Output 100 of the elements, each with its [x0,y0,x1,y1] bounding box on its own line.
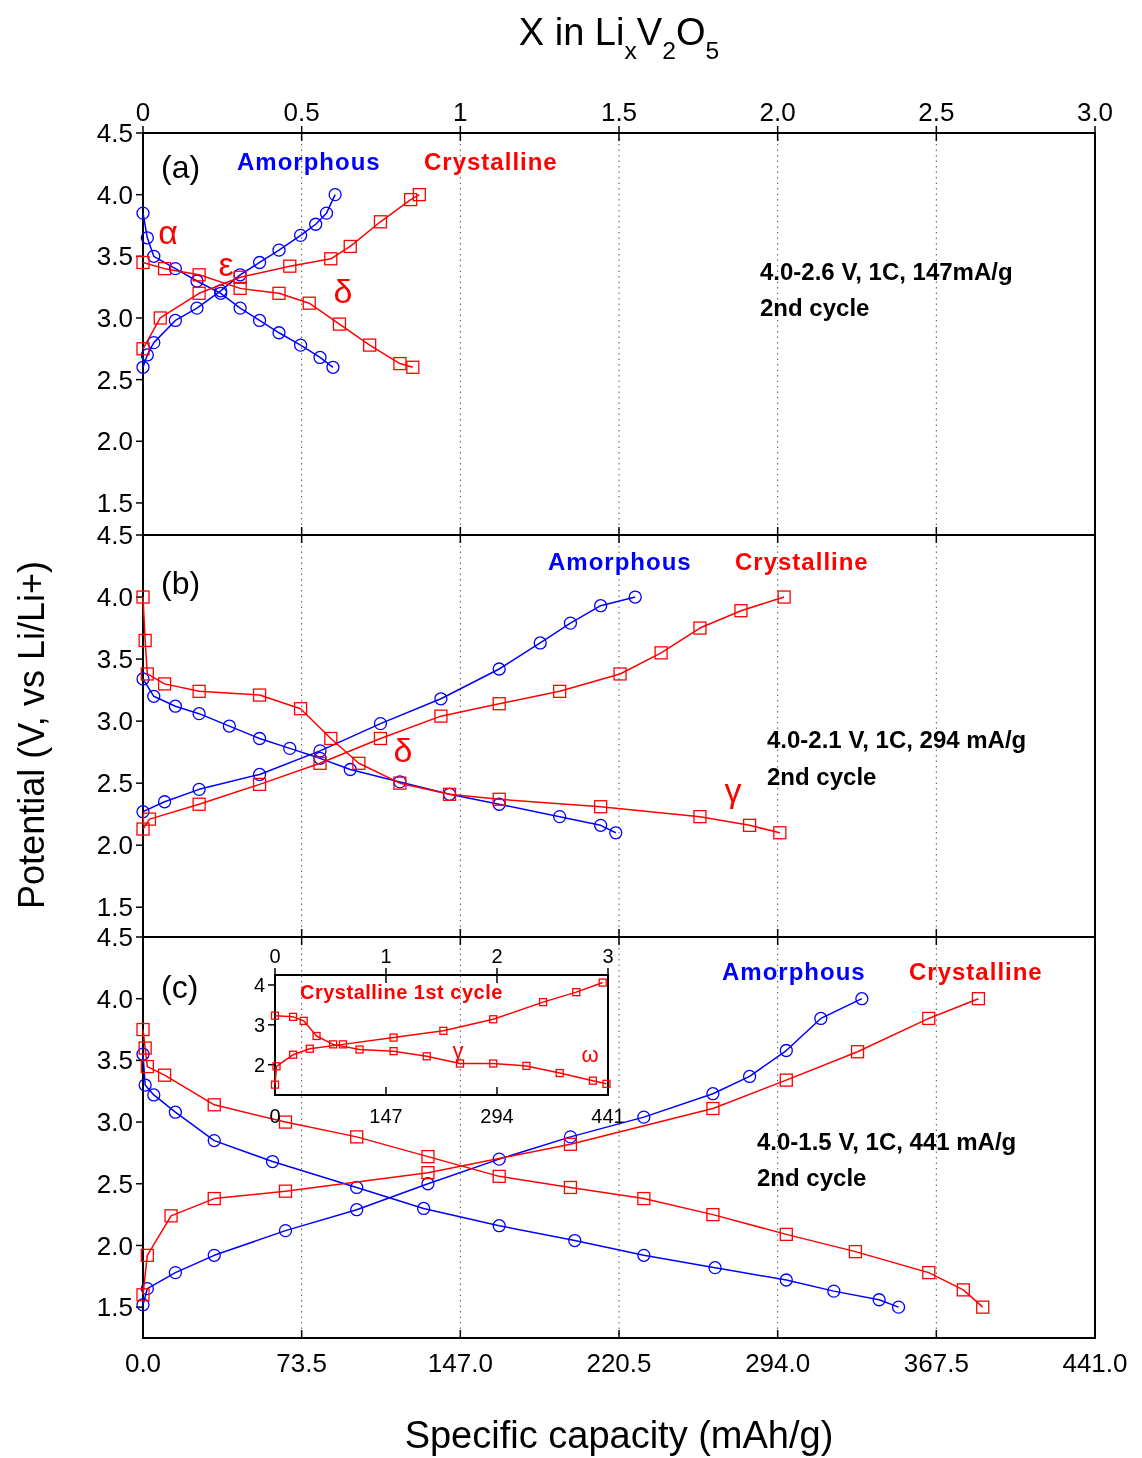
point [192,797,206,811]
point [142,812,157,826]
point [168,1265,183,1280]
point [742,1069,757,1084]
point [157,1068,172,1082]
point [594,800,608,814]
point [779,1227,793,1242]
point [416,1201,431,1216]
point [190,301,204,315]
x-tick-label: 294.0 [745,1348,811,1378]
point [563,1137,578,1151]
point [136,342,150,356]
point [252,777,267,792]
point [350,1180,364,1195]
y-tick-label: 2.0 [96,1230,133,1261]
point [434,709,448,723]
annotation: 4.0-1.5 V, 1C, 441 mA/g [757,1128,1017,1155]
point [140,1282,154,1296]
point [421,1166,435,1180]
point [136,1298,150,1312]
point [412,188,426,202]
point [136,805,150,819]
point [233,301,247,315]
y-tick-label: 4.0 [96,179,133,210]
point [922,1265,936,1280]
point [147,335,161,350]
y-axis-title: Potential (V, vs Li/Li+) [11,561,52,909]
point [136,255,150,270]
x-tick-label: 73.5 [276,1348,327,1378]
point [976,1300,990,1314]
point [706,1207,720,1222]
x2-tick-label: 0 [269,945,281,967]
point [252,688,267,702]
point [654,646,668,660]
point [138,633,152,648]
point [609,826,623,840]
y-tick-label: 3.0 [96,706,133,737]
point [489,1015,498,1024]
x2-tick-label: 0 [135,97,151,127]
point [421,1177,435,1191]
point [563,616,578,630]
point [598,978,607,987]
point [355,1045,364,1054]
point [305,1044,314,1053]
point [324,731,338,746]
point [373,215,388,229]
point [492,1152,506,1166]
point [192,782,206,796]
point [850,1045,865,1059]
point [814,1011,828,1026]
point [777,590,791,604]
point [278,1184,293,1198]
y-tick-label: 1.5 [96,1292,133,1323]
point [140,667,154,681]
point [492,1169,506,1184]
point [136,672,150,686]
annotation: 2nd cycle [767,763,877,790]
point [779,1043,793,1058]
point [288,1012,298,1022]
annotation: (c) [161,969,199,1005]
y-tick-label: 4.0 [96,983,133,1014]
x2-tick-label: 0.5 [283,97,320,127]
text: Amorphous [722,958,866,985]
point [439,1026,448,1035]
point [572,987,581,997]
point [157,795,172,809]
point [272,243,286,257]
point [492,1219,506,1233]
point [168,261,183,276]
y-tick-label: 1.5 [96,892,133,923]
point [637,1248,651,1262]
y-tick-label: 4.5 [96,118,133,149]
point [533,636,547,650]
point [328,188,342,202]
point [492,697,506,711]
point [552,684,567,698]
y-tick-label: 2.5 [96,1168,133,1199]
point [492,792,506,806]
point [350,1203,364,1217]
x2-tick-label: 3.0 [1076,97,1114,127]
x2-tick-label: 1 [380,945,392,967]
point [157,677,172,691]
point [872,1293,886,1307]
point [192,286,206,300]
point [207,1191,221,1206]
x2-tick-label: 3 [602,945,614,967]
point [136,1288,150,1302]
point [207,1248,221,1262]
point [352,756,366,770]
point [302,296,316,310]
point [971,992,986,1006]
point [138,1041,152,1055]
x-tick-label: 147 [369,1105,403,1127]
point [338,1040,348,1049]
point [563,1130,578,1144]
point [594,818,608,832]
point [588,1076,598,1085]
point [343,239,357,254]
x-tick-label: 441.0 [1062,1348,1128,1378]
x-tick-label: 367.5 [903,1348,969,1378]
